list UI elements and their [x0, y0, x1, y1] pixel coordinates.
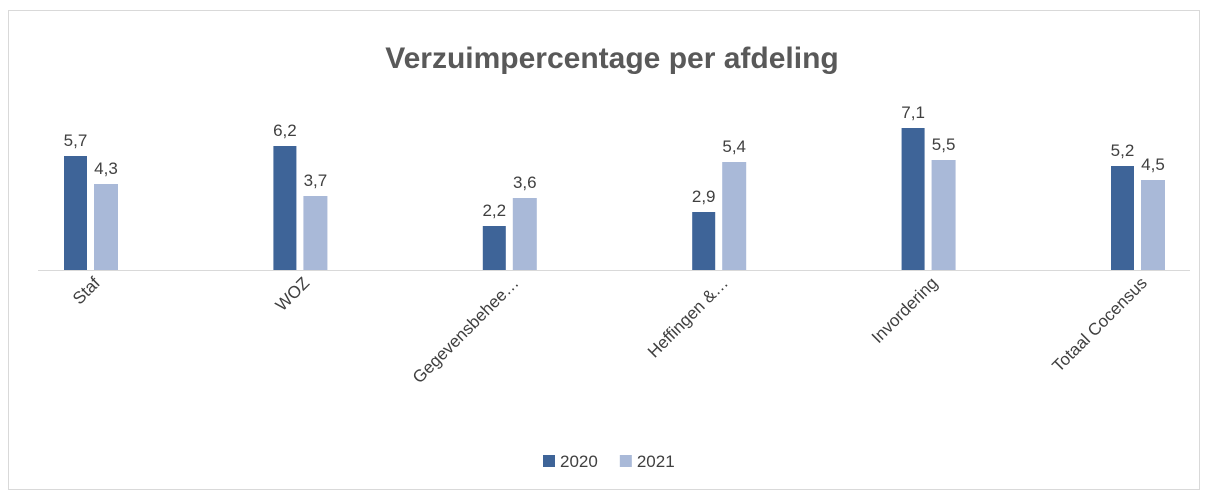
- data-label: 5,4: [722, 137, 746, 156]
- chart-border: [8, 10, 1200, 490]
- bar: [273, 146, 297, 270]
- data-label: 2,2: [482, 201, 506, 220]
- bar: [303, 196, 328, 270]
- bar: [64, 156, 87, 270]
- data-label: 4,5: [1141, 155, 1165, 174]
- data-label: 5,5: [932, 135, 956, 154]
- legend-label: 2020: [560, 452, 598, 471]
- bar: [482, 226, 506, 270]
- bar: [901, 128, 925, 270]
- bar: [1111, 166, 1134, 270]
- legend-swatch: [619, 455, 632, 467]
- data-label: 4,3: [94, 159, 118, 178]
- data-label: 3,7: [304, 171, 328, 190]
- data-label: 2,9: [692, 187, 716, 206]
- bar: [931, 160, 956, 270]
- bar: [692, 212, 716, 270]
- data-label: 3,6: [513, 173, 537, 192]
- bar: [94, 184, 118, 270]
- bar: [722, 162, 747, 270]
- data-label: 7,1: [901, 103, 925, 122]
- data-label: 5,2: [1111, 141, 1135, 160]
- bar: [512, 198, 537, 270]
- chart-title: Verzuimpercentage per afdeling: [385, 42, 838, 75]
- data-label: 5,7: [64, 131, 88, 150]
- legend-swatch: [543, 455, 555, 467]
- legend-label: 2021: [637, 452, 675, 471]
- bar: [1141, 180, 1165, 270]
- data-label: 6,2: [273, 121, 297, 140]
